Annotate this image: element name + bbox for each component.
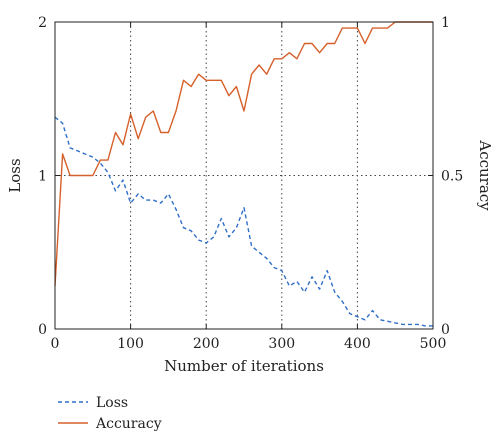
series-line-loss xyxy=(54,116,433,327)
x-tick-label: 200 xyxy=(193,336,220,352)
x-tick-label: 500 xyxy=(420,336,447,352)
grid-lines xyxy=(55,22,433,329)
x-tick-label: 400 xyxy=(344,336,371,352)
series-layer xyxy=(54,21,433,327)
y-axis-left-title: Loss xyxy=(6,158,24,192)
series-line-accuracy xyxy=(54,21,433,287)
legend: Loss Accuracy xyxy=(58,395,162,432)
y-right-tick-label: 0 xyxy=(441,322,450,338)
y-right-tick-label: 0.5 xyxy=(441,169,463,185)
y-left-tick-label: 2 xyxy=(38,15,47,31)
x-axis-title: Number of iterations xyxy=(164,357,324,375)
legend-label-loss: Loss xyxy=(96,395,128,411)
y-right-tick-label: 1 xyxy=(441,15,450,31)
y-axis-right-title: Accuracy xyxy=(476,139,494,211)
x-tick-label: 0 xyxy=(51,336,60,352)
legend-label-accuracy: Accuracy xyxy=(95,416,162,432)
y-left-tick-label: 0 xyxy=(38,322,47,338)
x-tick-label: 100 xyxy=(117,336,144,352)
y-left-tick-label: 1 xyxy=(38,169,47,185)
x-tick-label: 300 xyxy=(268,336,295,352)
